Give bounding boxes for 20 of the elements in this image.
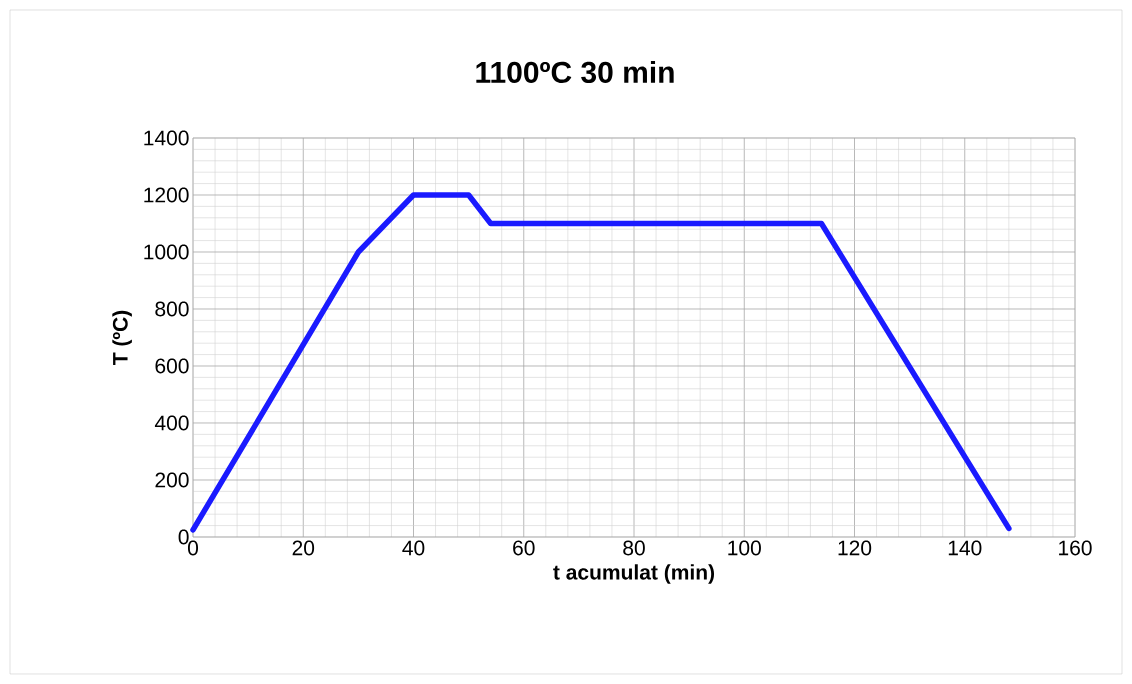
y-axis-title: T (ºC): [112, 310, 132, 365]
y-tick-label: 1400: [144, 130, 189, 146]
chart-title: 1100ºC 30 min: [476, 60, 674, 84]
x-tick-label: 100: [728, 540, 761, 556]
y-tick-label: 200: [155, 472, 189, 488]
x-axis-title: t acumulat (min): [553, 564, 715, 584]
x-tick-label: 120: [838, 540, 872, 556]
x-tick-label: 80: [623, 540, 645, 556]
y-tick-label: 1000: [144, 244, 189, 260]
x-tick-label: 0: [187, 540, 199, 556]
y-tick-label: 0: [178, 529, 189, 545]
y-tick-label: 800: [155, 301, 189, 317]
y-tick-label: 1200: [144, 187, 189, 203]
x-tick-label: 40: [402, 540, 425, 556]
x-tick-label: 140: [948, 540, 982, 556]
x-tick-label: 60: [513, 540, 535, 556]
x-tick-label: 160: [1059, 540, 1092, 556]
y-tick-label: 400: [154, 415, 189, 431]
x-tick-label: 20: [292, 540, 315, 556]
y-tick-label: 600: [155, 358, 189, 374]
